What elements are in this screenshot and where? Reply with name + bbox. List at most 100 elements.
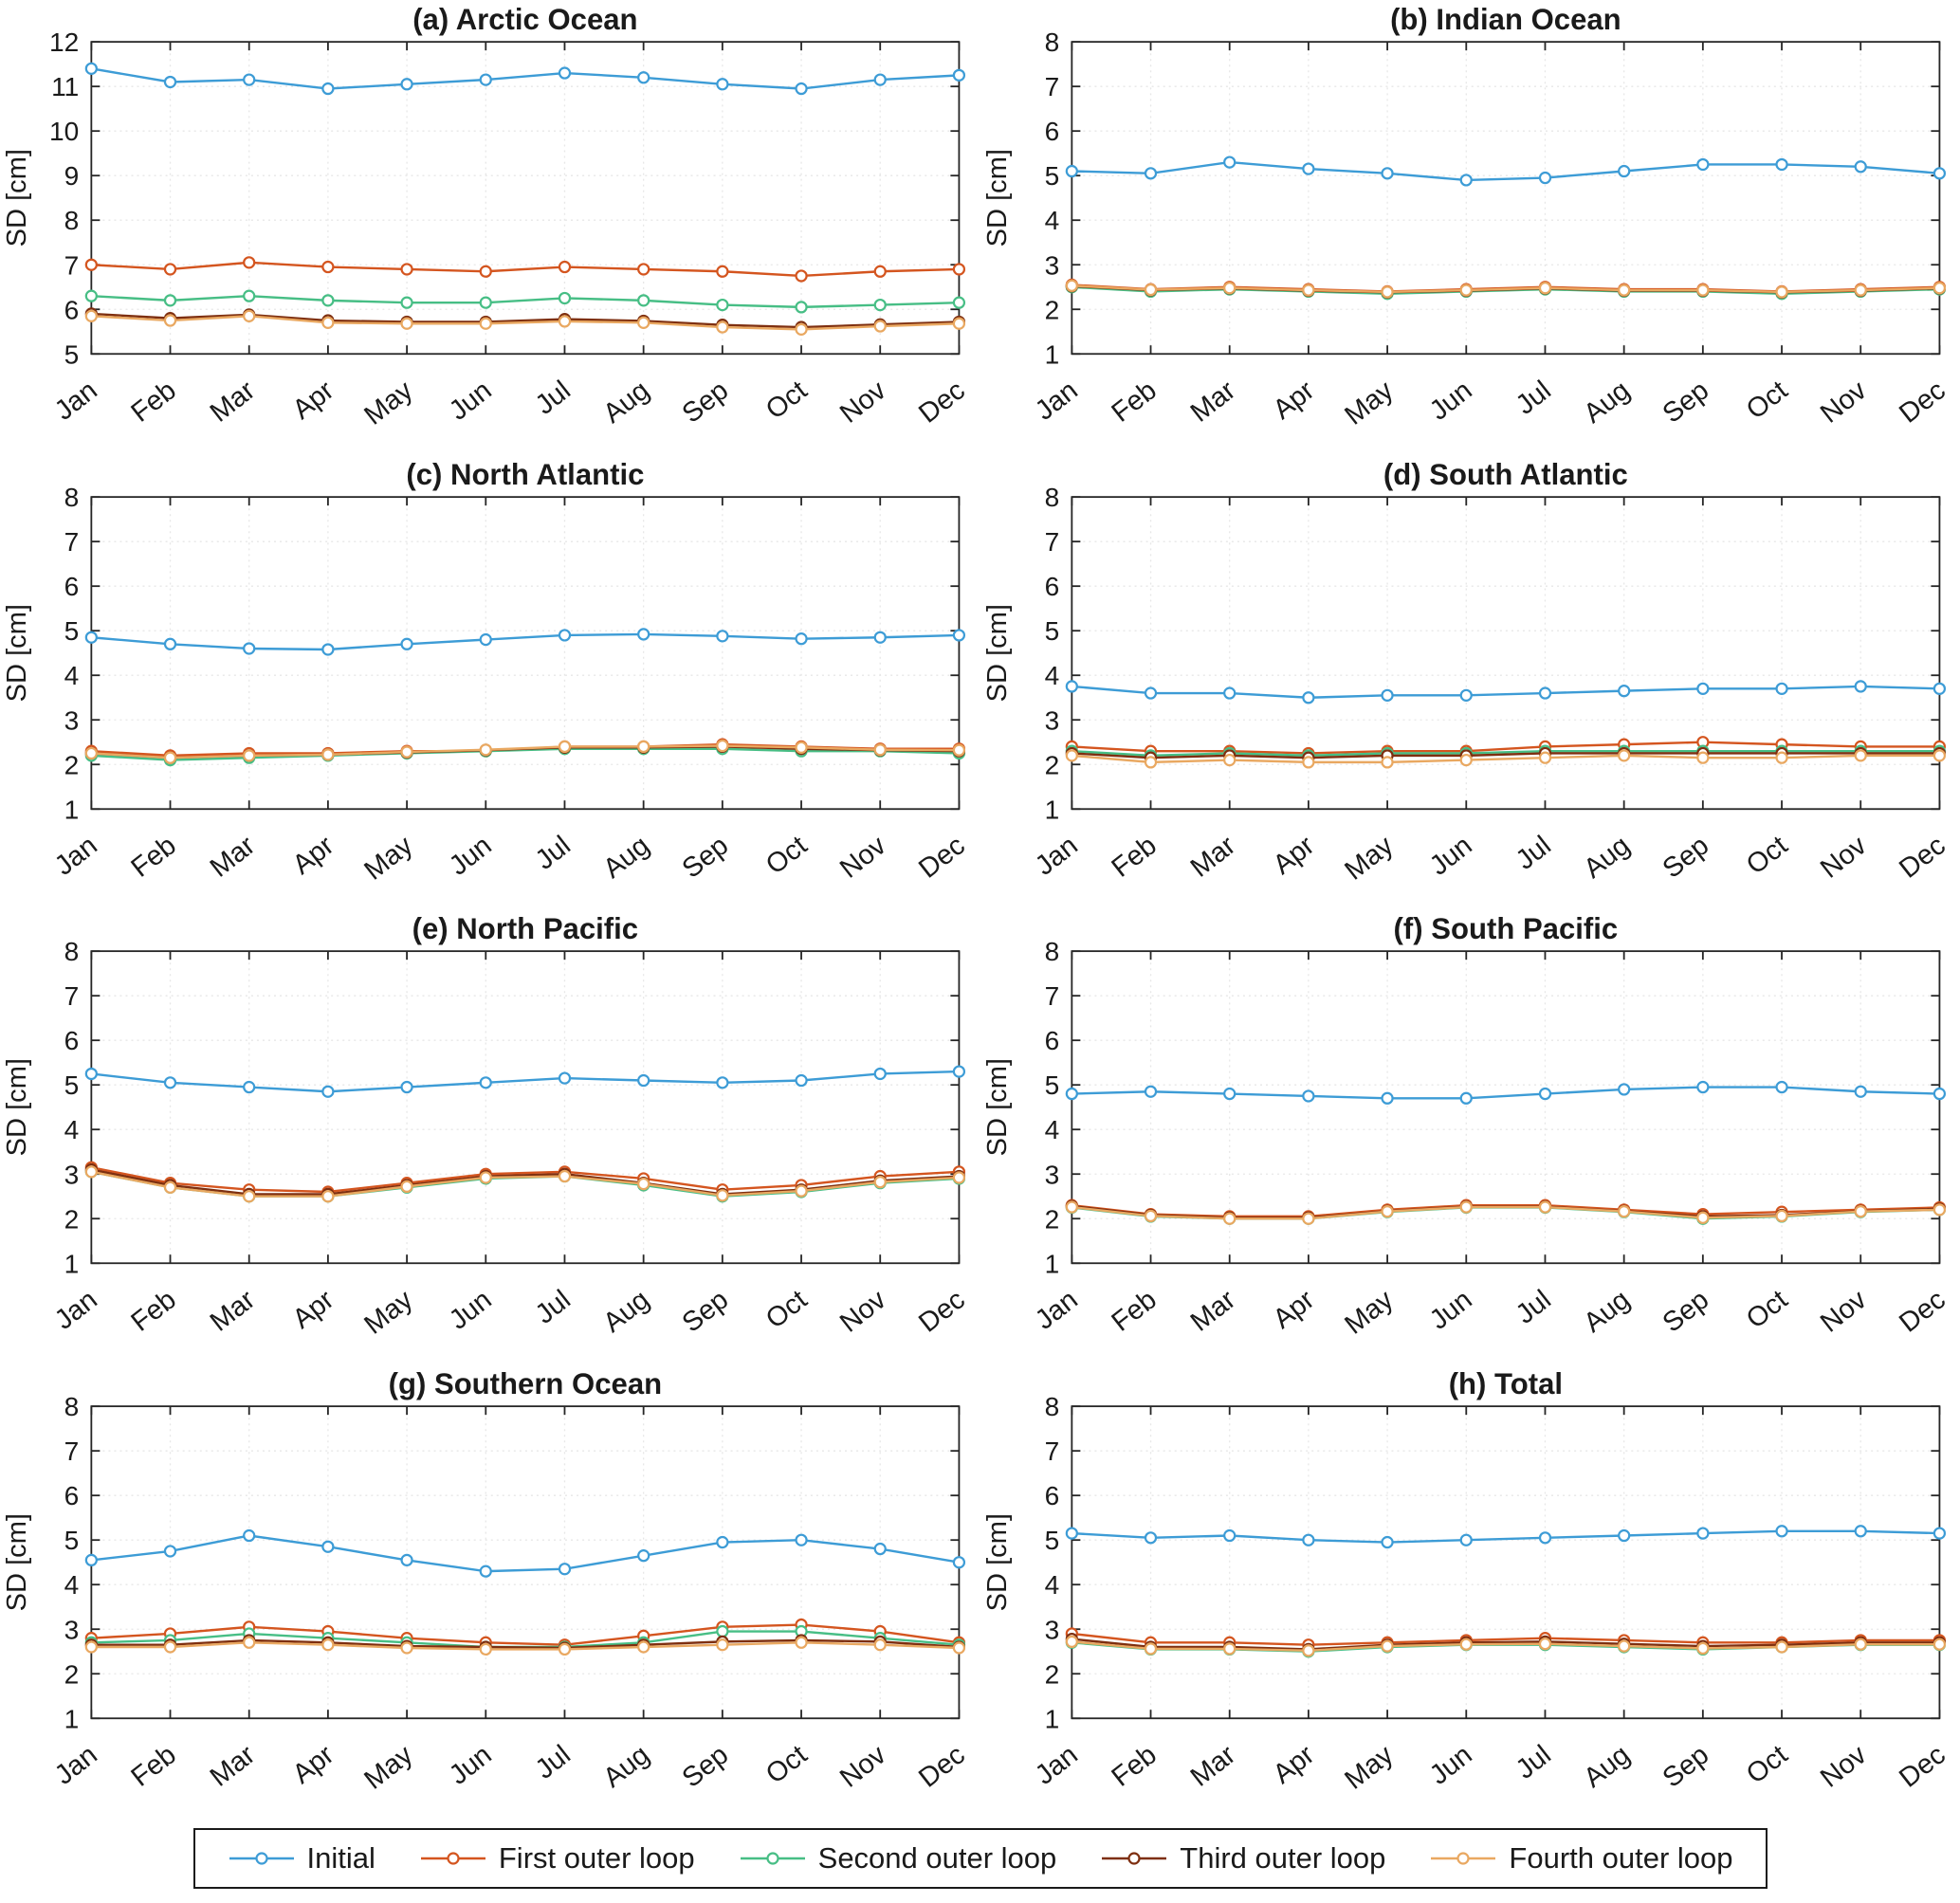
- grid-lines: [1071, 1405, 1939, 1719]
- chart-cell-f-south-pacific: 1 2 3 4 5 6 7 8 Jan Feb Mar Apr May Jun Jul Aug Sep Oct No…: [980, 909, 1960, 1364]
- svg-text:Nov: Nov: [1815, 830, 1873, 884]
- svg-text:Oct: Oct: [1741, 830, 1793, 880]
- svg-text:6: 6: [64, 572, 80, 601]
- legend-item-fourth-outer-loop: Fourth outer loop: [1429, 1841, 1733, 1876]
- svg-text:Dec: Dec: [1894, 375, 1951, 430]
- legend-bar: Initial First outer loop Second outer lo…: [0, 1813, 1960, 1903]
- svg-text:Jan: Jan: [49, 375, 103, 427]
- y-tick-labels: 1 2 3 4 5 6 7 8: [1044, 1392, 1059, 1733]
- legend-marker-initial: [229, 1851, 294, 1865]
- svg-text:4: 4: [64, 1115, 80, 1144]
- subplot-a-arctic-ocean: 5 6 7 8 9 10 11 12 Jan Feb Mar Apr May Jun Jul Aug Sep Oc…: [2, 3, 971, 431]
- svg-text:Jan: Jan: [49, 1285, 103, 1336]
- svg-text:Jan: Jan: [1030, 1740, 1084, 1791]
- series-line-first-outer-loop: [1071, 1632, 1939, 1646]
- svg-text:Mar: Mar: [1184, 830, 1240, 883]
- series-line-initial: [1071, 1086, 1939, 1100]
- svg-text:11: 11: [51, 72, 79, 101]
- svg-text:5: 5: [64, 616, 80, 646]
- axes-box: [1070, 41, 1940, 356]
- svg-text:Apr: Apr: [287, 1285, 340, 1335]
- svg-text:Jul: Jul: [1510, 375, 1556, 421]
- subplot-h-total: 1 2 3 4 5 6 7 8 Jan Feb Mar Apr May Jun Jul Aug Sep Oct No…: [982, 1367, 1951, 1796]
- svg-text:Apr: Apr: [287, 830, 340, 880]
- x-tick-labels: Jan Feb Mar Apr May Jun Jul Aug Sep Oct Nov Dec: [1030, 1285, 1951, 1341]
- svg-text:Jan: Jan: [1030, 1285, 1084, 1336]
- svg-text:3: 3: [1044, 1615, 1059, 1644]
- svg-text:Sep: Sep: [677, 375, 734, 430]
- svg-text:Oct: Oct: [1741, 1740, 1793, 1790]
- svg-text:Nov: Nov: [834, 1739, 892, 1793]
- svg-text:8: 8: [1044, 483, 1059, 512]
- svg-text:12: 12: [49, 27, 79, 57]
- svg-text:May: May: [1339, 1739, 1399, 1795]
- svg-text:4: 4: [64, 661, 80, 690]
- subplot-title: (h) Total: [1448, 1367, 1562, 1400]
- svg-text:5: 5: [1044, 616, 1059, 646]
- svg-text:Mar: Mar: [205, 1739, 261, 1792]
- svg-text:10: 10: [49, 117, 79, 146]
- svg-text:Oct: Oct: [1741, 375, 1793, 426]
- series-line-initial: [91, 1534, 960, 1573]
- svg-text:5: 5: [1044, 1070, 1059, 1100]
- svg-text:May: May: [1339, 1285, 1399, 1341]
- legend-marker-first-outer-loop: [420, 1851, 485, 1865]
- svg-text:5: 5: [64, 1526, 80, 1555]
- svg-text:7: 7: [64, 250, 80, 280]
- svg-text:Jun: Jun: [1423, 1285, 1477, 1336]
- svg-text:2: 2: [1044, 1659, 1059, 1689]
- svg-text:1: 1: [64, 1704, 80, 1733]
- svg-text:8: 8: [64, 206, 80, 235]
- subplot-c-north-atlantic: 1 2 3 4 5 6 7 8 Jan Feb Mar Apr May Jun Jul Aug Sep Oct No…: [2, 458, 971, 887]
- tick-marks: [1070, 495, 1940, 810]
- svg-text:7: 7: [64, 1436, 80, 1466]
- axes-box: [1070, 1405, 1940, 1719]
- svg-text:Mar: Mar: [1184, 375, 1240, 428]
- svg-text:Feb: Feb: [1106, 1740, 1162, 1793]
- series-markers-fourth-outer-loop: [1065, 748, 1946, 769]
- series-markers-second-outer-loop: [84, 289, 966, 314]
- svg-text:Feb: Feb: [1106, 375, 1162, 429]
- svg-text:Oct: Oct: [760, 1740, 813, 1790]
- svg-text:Nov: Nov: [834, 375, 892, 429]
- svg-text:7: 7: [1044, 72, 1059, 101]
- chart-cell-b-indian-ocean: 1 2 3 4 5 6 7 8 Jan Feb Mar Apr May Jun Jul Aug Sep Oct No…: [980, 0, 1960, 455]
- axes-box: [90, 950, 961, 1265]
- svg-text:2: 2: [64, 750, 80, 779]
- svg-text:Apr: Apr: [287, 1739, 340, 1789]
- svg-text:Dec: Dec: [913, 830, 970, 884]
- svg-text:Sep: Sep: [677, 1285, 734, 1339]
- x-tick-labels: Jan Feb Mar Apr May Jun Jul Aug Sep Oct Nov Dec: [1030, 1739, 1951, 1795]
- series-line-second-outer-loop: [91, 294, 960, 309]
- series-markers-first-outer-loop: [84, 256, 966, 283]
- svg-text:6: 6: [1044, 1026, 1059, 1055]
- svg-text:7: 7: [64, 527, 80, 557]
- svg-text:Jun: Jun: [444, 375, 498, 427]
- svg-text:Feb: Feb: [1106, 1285, 1162, 1338]
- series-line-initial: [91, 632, 960, 650]
- svg-text:Dec: Dec: [1894, 830, 1951, 884]
- x-tick-labels: Jan Feb Mar Apr May Jun Jul Aug Sep Oct Nov Dec: [1030, 375, 1951, 430]
- charts-grid: 5 6 7 8 9 10 11 12 Jan Feb Mar Apr May Jun Jul Aug Sep Oc…: [0, 0, 1960, 1795]
- svg-text:6: 6: [1044, 572, 1059, 601]
- svg-text:8: 8: [1044, 27, 1059, 57]
- svg-text:8: 8: [1044, 937, 1059, 966]
- series-line-third-outer-loop: [91, 1638, 960, 1650]
- svg-text:4: 4: [64, 1570, 80, 1600]
- grid-lines: [91, 496, 960, 809]
- svg-text:5: 5: [64, 1070, 80, 1100]
- series-line-third-outer-loop: [1071, 751, 1939, 759]
- svg-text:Jan: Jan: [1030, 375, 1084, 427]
- series-markers-fourth-outer-loop: [1065, 1635, 1946, 1657]
- svg-text:May: May: [1339, 830, 1399, 886]
- legend: Initial First outer loop Second outer lo…: [192, 1827, 1768, 1889]
- svg-text:2: 2: [64, 1204, 80, 1234]
- series-line-second-outer-loop: [1071, 749, 1939, 757]
- svg-text:Apr: Apr: [1267, 1285, 1320, 1335]
- svg-text:Aug: Aug: [598, 830, 655, 884]
- series-line-initial: [91, 67, 960, 90]
- svg-text:Jun: Jun: [444, 1740, 498, 1791]
- chart-cell-a-arctic-ocean: 5 6 7 8 9 10 11 12 Jan Feb Mar Apr May Jun Jul Aug Sep Oc…: [0, 0, 980, 455]
- svg-text:Dec: Dec: [913, 1285, 970, 1339]
- y-tick-labels: 1 2 3 4 5 6 7 8: [1044, 937, 1059, 1278]
